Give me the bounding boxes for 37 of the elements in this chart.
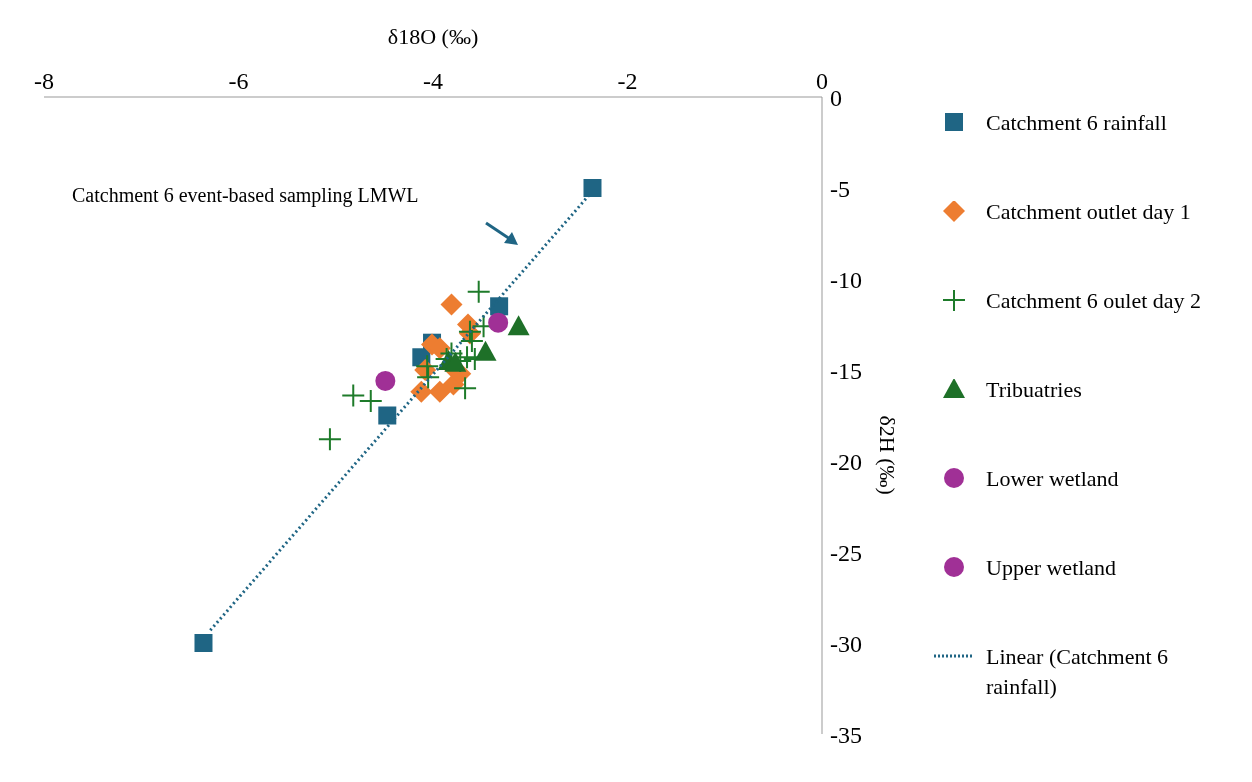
y-tick-label: -30	[830, 630, 862, 657]
point	[194, 634, 213, 652]
point	[440, 293, 463, 316]
y-tick-label: -20	[830, 448, 862, 475]
y-tick-label: -15	[830, 357, 862, 384]
point	[428, 380, 451, 403]
point	[460, 329, 483, 352]
y-tick-label: -5	[830, 175, 850, 202]
point	[507, 315, 530, 336]
point	[467, 280, 490, 303]
point	[318, 428, 341, 451]
x-tick-label: -6	[228, 68, 249, 94]
y-tick-label: -35	[830, 721, 862, 748]
legend-label: Upper wetland	[986, 554, 1118, 582]
legend-label: Tribuatries	[986, 376, 1083, 404]
point	[488, 312, 509, 333]
legend-label: Catchment 6 oulet day 2	[986, 287, 1203, 315]
y-axis-title: δ2H (‰)	[875, 415, 901, 495]
point	[359, 389, 382, 412]
point	[583, 179, 602, 197]
legend-label: Linear (Catchment 6 rainfall)	[986, 643, 1170, 701]
x-tick-label: -8	[34, 68, 54, 94]
x-tick-label: -4	[423, 68, 443, 94]
point	[342, 384, 365, 407]
x-tick-label: -2	[617, 68, 638, 94]
point	[454, 377, 477, 400]
point	[375, 370, 396, 391]
y-tick-label: -25	[830, 539, 862, 566]
point	[444, 351, 467, 372]
y-tick-label: -10	[830, 266, 862, 293]
point	[378, 406, 397, 425]
point	[474, 340, 497, 361]
x-axis-title: δ18O (‰)	[387, 23, 479, 49]
annotation: Catchment 6 event-based sampling LMWL	[72, 184, 419, 207]
legend-label: Lower wetland	[986, 465, 1120, 493]
legend-label: Catchment outlet day 1	[986, 198, 1192, 226]
legend-label: Catchment 6 rainfall	[986, 109, 1168, 137]
